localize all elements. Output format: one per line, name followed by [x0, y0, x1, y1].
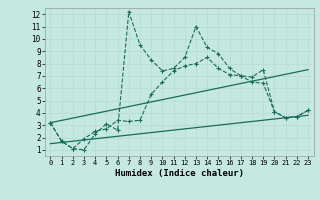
X-axis label: Humidex (Indice chaleur): Humidex (Indice chaleur): [115, 169, 244, 178]
